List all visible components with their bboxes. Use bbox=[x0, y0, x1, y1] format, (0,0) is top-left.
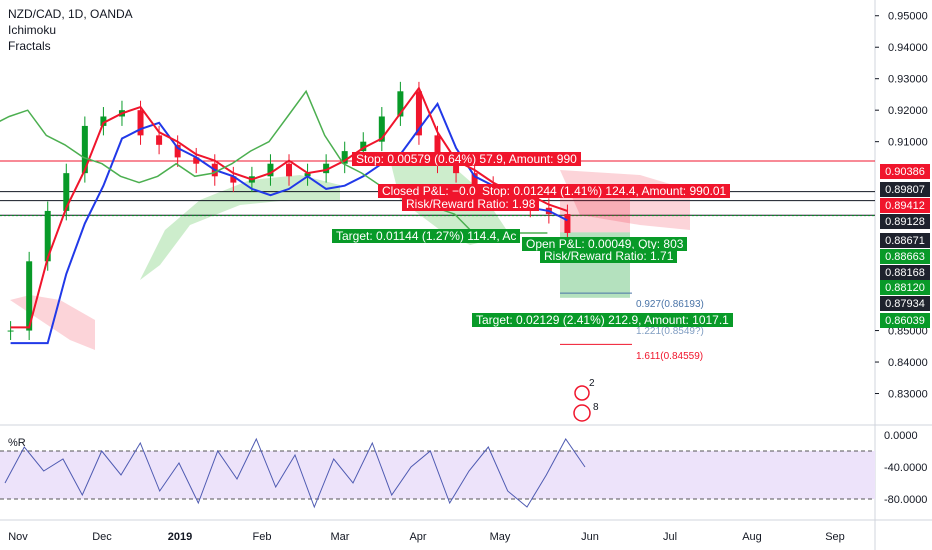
time-axis-label: May bbox=[490, 531, 511, 543]
price-tag bbox=[880, 265, 930, 280]
price-tick-label: 0.83000 bbox=[888, 389, 928, 401]
price-tag-label: 0.88663 bbox=[885, 251, 925, 263]
williams-r-line bbox=[4, 437, 586, 509]
price-tag bbox=[880, 214, 930, 229]
time-axis-label: Dec bbox=[92, 531, 112, 543]
candle-body bbox=[341, 151, 348, 164]
fib-level-1611: 1.611(0.84559) bbox=[636, 351, 704, 362]
price-tick-label: 0.92000 bbox=[888, 105, 928, 117]
time-axis-label: Sep bbox=[825, 531, 845, 543]
price-tick-label: 0.93000 bbox=[888, 74, 928, 86]
candle-body bbox=[156, 135, 163, 145]
price-tag bbox=[880, 182, 930, 197]
event-marker-1 bbox=[574, 385, 590, 401]
williams-r-label[interactable]: %R bbox=[8, 437, 26, 449]
price-tick-label: 0.84000 bbox=[888, 357, 928, 369]
candle-body bbox=[44, 210, 51, 262]
stop-label-2[interactable]: Stop: 0.01244 (1.41%) 124.4, Amount: 990… bbox=[478, 184, 731, 198]
time-axis-label: Aug bbox=[742, 531, 762, 543]
candle-body bbox=[434, 135, 441, 164]
price-tag-label: 0.88168 bbox=[885, 267, 925, 279]
candle-body bbox=[286, 163, 293, 177]
price-tick-label: 0.91000 bbox=[888, 137, 928, 149]
candle-body bbox=[137, 110, 144, 136]
candle-body bbox=[174, 144, 181, 158]
price-tag bbox=[880, 296, 930, 311]
ichimoku-chikou-line bbox=[0, 89, 548, 234]
price-tag bbox=[880, 233, 930, 248]
candle-body bbox=[304, 173, 311, 177]
time-axis-label: 2019 bbox=[168, 531, 192, 543]
time-axis-label: Jul bbox=[663, 531, 677, 543]
chart-legend: NZD/CAD, 1D, OANDA Ichimoku Fractals bbox=[8, 6, 133, 54]
candle-body bbox=[63, 173, 70, 211]
candle-body bbox=[81, 125, 88, 174]
candle-body bbox=[378, 116, 385, 142]
stop-label-1[interactable]: Stop: 0.00579 (0.64%) 57.9, Amount: 990 bbox=[352, 152, 581, 166]
price-tick-label: 0.95000 bbox=[888, 11, 928, 23]
candle-body bbox=[415, 91, 422, 136]
marker-count-2: 8 bbox=[593, 402, 599, 413]
risk-reward-label-1[interactable]: Risk/Reward Ratio: 1.98 bbox=[402, 197, 540, 211]
price-tag-label: 0.90386 bbox=[885, 166, 925, 178]
ichimoku-tenkan-line bbox=[10, 86, 568, 329]
williams-r-tick-label: 0.0000 bbox=[884, 430, 918, 442]
price-tag bbox=[880, 198, 930, 213]
indicator-ichimoku-label[interactable]: Ichimoku bbox=[8, 23, 57, 37]
candle-body bbox=[471, 173, 478, 186]
symbol-title[interactable]: NZD/CAD, 1D, OANDA bbox=[8, 7, 133, 21]
time-axis-label: Nov bbox=[8, 531, 28, 543]
candle-body bbox=[564, 214, 571, 233]
event-marker-2 bbox=[573, 404, 591, 422]
price-tag bbox=[880, 280, 930, 295]
closed-pnl-label[interactable]: Closed P&L: −0.0 bbox=[378, 184, 480, 198]
target-label-2[interactable]: Target: 0.02129 (2.41%) 212.9, Amount: 1… bbox=[472, 313, 733, 327]
price-tick-label: 0.94000 bbox=[888, 42, 928, 54]
indicator-fractals-label[interactable]: Fractals bbox=[8, 39, 51, 53]
price-tick-label: 0.85000 bbox=[888, 326, 928, 338]
time-axis-label: Apr bbox=[409, 531, 426, 543]
price-tag bbox=[880, 249, 930, 264]
time-axis-label: Jun bbox=[581, 531, 599, 543]
fib-level-0927: 0.927(0.86193) bbox=[636, 299, 704, 310]
williams-r-tick-label: -80.0000 bbox=[884, 494, 927, 506]
price-tag-label: 0.89128 bbox=[885, 216, 925, 228]
candle-body bbox=[26, 261, 33, 331]
fib-level-partial: 1.221(0.8549?) bbox=[636, 326, 704, 337]
candle-body bbox=[397, 91, 404, 117]
time-axis-label: Feb bbox=[253, 531, 272, 543]
candle-body bbox=[267, 163, 274, 177]
candle-body bbox=[230, 176, 237, 183]
williams-r-band bbox=[0, 451, 875, 499]
risk-reward-label-2[interactable]: Risk/Reward Ratio: 1.71 bbox=[540, 249, 678, 263]
ichimoku-kijun-line bbox=[10, 101, 568, 345]
marker-count-1: 2 bbox=[589, 378, 595, 389]
candle-body bbox=[360, 141, 367, 152]
price-tag bbox=[880, 164, 930, 179]
target-label-1[interactable]: Target: 0.01144 (1.27%) 114.4, Ac bbox=[332, 229, 521, 243]
open-pnl-label[interactable]: Open P&L: 0.00049, Qty: 803 bbox=[522, 237, 688, 251]
price-tag-label: 0.87934 bbox=[885, 298, 925, 310]
price-tag-label: 0.88120 bbox=[885, 282, 925, 294]
price-tag-label: 0.89807 bbox=[885, 184, 925, 196]
ichimoku-cloud-green-1 bbox=[140, 175, 340, 280]
candle-body bbox=[7, 330, 14, 332]
candle-body bbox=[323, 163, 330, 174]
price-tag-label: 0.88671 bbox=[885, 235, 925, 247]
candle-body bbox=[453, 163, 460, 174]
candle-body bbox=[193, 157, 200, 164]
price-tag-label: 0.86039 bbox=[885, 315, 925, 327]
time-axis-label: Mar bbox=[331, 531, 350, 543]
candle-body bbox=[100, 116, 107, 126]
price-tag-label: 0.89412 bbox=[885, 200, 925, 212]
williams-r-tick-label: -40.0000 bbox=[884, 462, 927, 474]
price-tag bbox=[880, 313, 930, 328]
